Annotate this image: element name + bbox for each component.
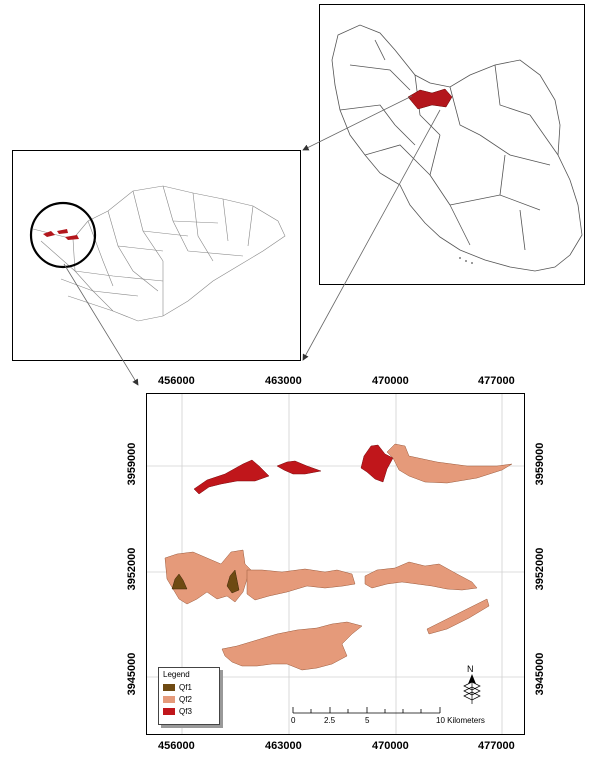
legend-swatch xyxy=(163,707,175,715)
x-tick-bottom-3: 470000 xyxy=(372,740,409,752)
province-outline-map xyxy=(29,185,286,322)
zoom-circle xyxy=(29,201,97,269)
qf2-polygon xyxy=(386,443,513,484)
x-tick-bottom-4: 477000 xyxy=(478,740,515,752)
y-tick-left-3: 3945000 xyxy=(126,652,138,696)
legend-label: Qf2 xyxy=(179,694,192,704)
country-outline-map xyxy=(331,24,583,272)
legend-item-qf3: Qf3 xyxy=(163,706,192,716)
legend-item-qf1: Qf1 xyxy=(163,682,192,692)
y-tick-right-1: 3959000 xyxy=(534,442,546,486)
compass-icon xyxy=(463,674,481,704)
legend-title: Legend xyxy=(163,670,190,679)
scale-bar: 0 2.5 5 10 Kilometers xyxy=(290,704,500,732)
x-tick-top-3: 470000 xyxy=(372,375,409,387)
scale-label-10: 10 Kilometers xyxy=(436,716,485,725)
qf1-polygon xyxy=(171,573,188,590)
legend-label: Qf3 xyxy=(179,706,192,716)
main-map-canvas xyxy=(147,394,524,734)
qf2-polygon xyxy=(164,549,252,605)
north-arrow-icon: N xyxy=(460,664,484,706)
qf2-polygon xyxy=(246,568,356,601)
legend-swatch xyxy=(163,695,175,703)
y-tick-left-2: 3952000 xyxy=(126,547,138,591)
country-map-panel xyxy=(319,4,585,285)
qf3-polygon xyxy=(276,460,322,475)
legend-swatch xyxy=(163,683,175,691)
y-tick-left-1: 3959000 xyxy=(126,442,138,486)
north-label: N xyxy=(467,664,474,674)
legend-item-qf2: Qf2 xyxy=(163,694,192,704)
x-tick-top-4: 477000 xyxy=(478,375,515,387)
province-map-panel xyxy=(12,150,301,361)
qf3-polygon xyxy=(193,459,270,495)
legend: Legend Qf1 Qf2 Qf3 xyxy=(158,667,220,725)
x-tick-top-2: 463000 xyxy=(265,375,302,387)
scale-bar-graphic xyxy=(292,707,441,714)
y-tick-right-2: 3952000 xyxy=(534,547,546,591)
highlighted-province xyxy=(407,88,453,110)
qf2-polygon xyxy=(364,561,478,591)
qf2-polygon xyxy=(426,598,490,635)
x-tick-bottom-2: 463000 xyxy=(265,740,302,752)
legend-label: Qf1 xyxy=(179,682,192,692)
qf2-polygon xyxy=(221,621,363,671)
qf3-polygon xyxy=(360,444,394,483)
x-tick-bottom-1: 456000 xyxy=(158,740,195,752)
scale-label-2-5: 2.5 xyxy=(324,716,336,725)
y-tick-right-3: 3945000 xyxy=(534,652,546,696)
scale-label-0: 0 xyxy=(291,716,296,725)
scale-label-5: 5 xyxy=(365,716,370,725)
qf1-polygon xyxy=(226,569,240,594)
x-tick-top-1: 456000 xyxy=(158,375,195,387)
